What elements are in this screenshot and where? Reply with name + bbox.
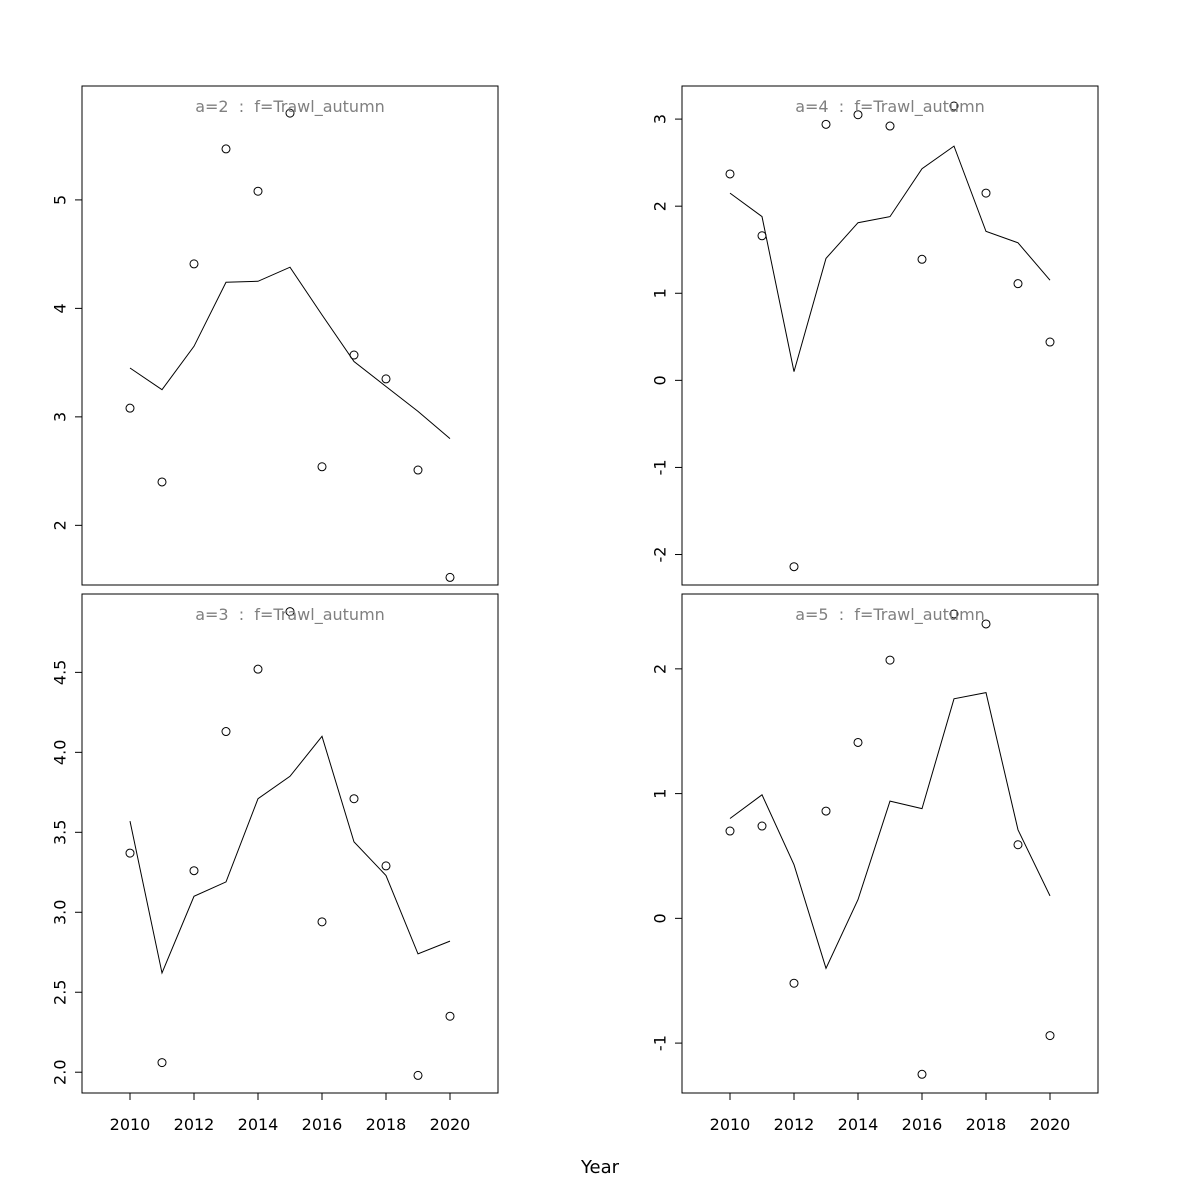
observed-point	[189, 259, 199, 269]
observed-point	[381, 861, 391, 871]
observed-point	[317, 917, 327, 927]
observed-point	[221, 144, 231, 154]
fitted-line	[129, 735, 451, 975]
observed-point	[821, 119, 831, 129]
panel-4: -1 0 1 2 2010 2012 2014 2016 2018 2020 a=5 : f=Tra…	[651, 593, 1099, 1134]
y-tick-label: 3.5	[51, 820, 70, 845]
y-tick-label: 0	[651, 913, 670, 923]
y-tick-label: 3	[51, 412, 70, 422]
observed-point	[125, 848, 135, 858]
observed-point	[157, 477, 167, 487]
observed-point	[885, 121, 895, 131]
panel-frame	[681, 85, 1099, 586]
y-tick-label: 4.5	[51, 660, 70, 685]
observed-point	[949, 609, 959, 619]
observed-point	[445, 1011, 455, 1021]
observed-point	[253, 186, 263, 196]
observed-point	[757, 231, 767, 241]
observed-point	[445, 572, 455, 582]
observed-point	[917, 1069, 927, 1079]
x-axis-title: Year	[580, 1157, 620, 1178]
y-tick-label: 1	[651, 288, 670, 298]
observed-point	[885, 655, 895, 665]
y-tick-label: -1	[651, 459, 670, 475]
y-tick-label: 3.0	[51, 900, 70, 925]
observed-point	[285, 108, 295, 118]
observed-point	[157, 1058, 167, 1068]
observed-point	[1045, 337, 1055, 347]
y-tick-label: 2	[51, 520, 70, 530]
observed-point	[1045, 1031, 1055, 1041]
y-tick-label: 0	[651, 375, 670, 385]
observed-point	[853, 737, 863, 747]
fitted-line	[729, 692, 1051, 970]
observed-point	[285, 607, 295, 617]
observed-point	[1013, 279, 1023, 289]
y-tick-label: 2.0	[51, 1059, 70, 1084]
y-tick-label: 4.0	[51, 740, 70, 765]
panel-2: -2 -1 0 1 2 3 a=4 : f=Trawl_autumn	[651, 85, 1099, 586]
observed-point	[413, 465, 423, 475]
observed-point	[125, 403, 135, 413]
x-tick-label: 2016	[302, 1115, 343, 1134]
x-tick-label: 2010	[710, 1115, 751, 1134]
y-tick-label: 3	[651, 114, 670, 124]
panel-frame	[681, 593, 1099, 1094]
panel-3: 2.0 2.5 3.0 3.5 4.0 4.5 2010 2012 2014 2016 2018 20…	[51, 593, 499, 1134]
panel-1: 2 3 4 5 a=2 : f=Trawl_autumn	[51, 85, 499, 586]
observed-point	[917, 254, 927, 264]
observed-point	[821, 806, 831, 816]
observed-point	[381, 374, 391, 384]
observed-point	[317, 462, 327, 472]
y-tick-label: 2	[651, 201, 670, 211]
panel-title: a=2 : f=Trawl_autumn	[195, 97, 385, 117]
panel-frame	[81, 593, 499, 1094]
observed-point	[221, 727, 231, 737]
x-tick-label: 2016	[902, 1115, 943, 1134]
y-tick-label: -2	[651, 547, 670, 563]
panel-frame	[81, 85, 499, 586]
y-tick-label: -1	[651, 1035, 670, 1051]
x-tick-label: 2018	[366, 1115, 407, 1134]
observed-point	[253, 664, 263, 674]
y-tick-label: 2	[651, 664, 670, 674]
x-tick-label: 2012	[174, 1115, 215, 1134]
y-tick-label: 1	[651, 789, 670, 799]
observed-point	[981, 619, 991, 629]
observed-point	[789, 562, 799, 572]
observed-point	[853, 110, 863, 120]
fitted-line	[729, 145, 1051, 372]
observed-point	[1013, 840, 1023, 850]
observed-point	[949, 101, 959, 111]
x-tick-label: 2018	[966, 1115, 1007, 1134]
y-tick-label: 4	[51, 303, 70, 313]
panel-title: a=4 : f=Trawl_autumn	[795, 97, 985, 117]
observed-point	[725, 826, 735, 836]
observed-point	[349, 350, 359, 360]
y-tick-label: 2.5	[51, 980, 70, 1005]
x-tick-label: 2012	[774, 1115, 815, 1134]
panel-title: a=5 : f=Trawl_autumn	[795, 605, 985, 625]
observed-point	[189, 866, 199, 876]
x-tick-label: 2010	[110, 1115, 151, 1134]
x-tick-label: 2020	[1030, 1115, 1071, 1134]
observed-point	[413, 1070, 423, 1080]
observed-point	[349, 794, 359, 804]
x-tick-label: 2014	[838, 1115, 879, 1134]
y-tick-label: 5	[51, 195, 70, 205]
fitted-line	[129, 266, 451, 439]
observed-point	[981, 188, 991, 198]
observed-point	[757, 821, 767, 831]
x-tick-label: 2014	[238, 1115, 279, 1134]
observed-point	[725, 169, 735, 179]
panel-title: a=3 : f=Trawl_autumn	[195, 605, 385, 625]
observed-point	[789, 978, 799, 988]
x-tick-label: 2020	[430, 1115, 471, 1134]
